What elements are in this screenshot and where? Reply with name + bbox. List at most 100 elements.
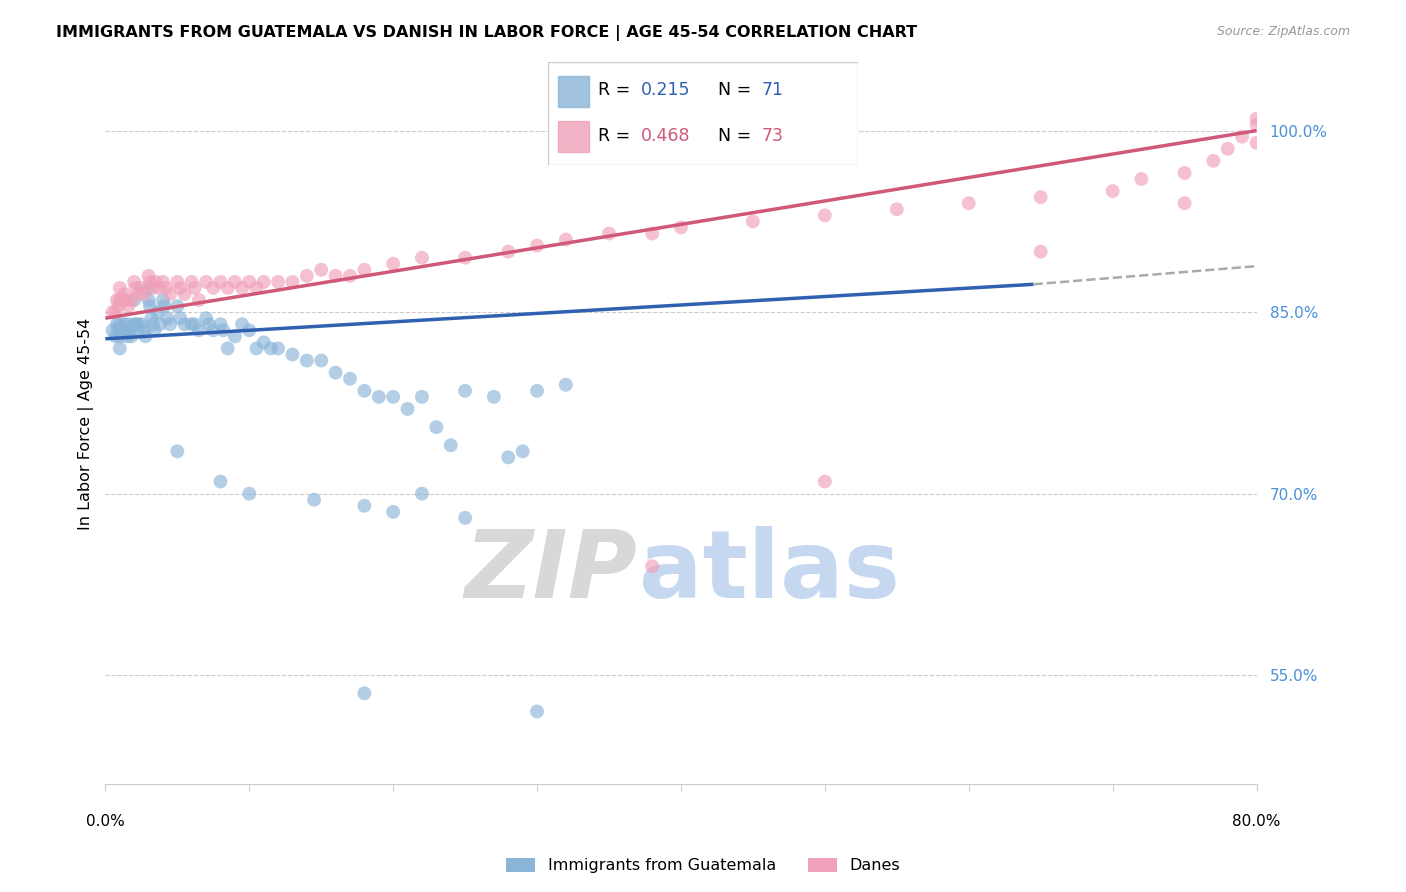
Point xyxy=(104,305,127,319)
Point xyxy=(139,299,162,313)
Point xyxy=(253,335,276,350)
Point xyxy=(122,293,145,307)
Point xyxy=(554,377,576,392)
Point xyxy=(267,342,290,356)
Point xyxy=(152,293,174,307)
Point xyxy=(1174,166,1197,180)
Text: 0.215: 0.215 xyxy=(641,81,690,99)
Point xyxy=(231,281,253,295)
Point xyxy=(166,444,188,458)
Point xyxy=(139,275,162,289)
Point xyxy=(173,317,195,331)
Point xyxy=(117,299,139,313)
Point xyxy=(159,287,181,301)
Point xyxy=(142,281,165,295)
Point xyxy=(187,293,209,307)
Point xyxy=(641,227,664,241)
Point xyxy=(669,220,692,235)
Point xyxy=(1230,129,1253,144)
Point xyxy=(145,275,167,289)
Text: N =: N = xyxy=(718,81,758,99)
Point xyxy=(155,281,177,295)
Point xyxy=(411,486,433,500)
Point xyxy=(187,323,209,337)
Point xyxy=(396,401,419,416)
Point xyxy=(131,281,153,295)
Point xyxy=(641,559,664,574)
Point xyxy=(108,317,131,331)
Point xyxy=(1029,244,1052,259)
Point xyxy=(1174,196,1197,211)
Point xyxy=(122,275,145,289)
Point xyxy=(886,202,908,217)
Point xyxy=(454,251,477,265)
Point xyxy=(114,323,136,337)
Legend: Immigrants from Guatemala, Danes: Immigrants from Guatemala, Danes xyxy=(499,851,907,880)
Point xyxy=(260,342,283,356)
Point xyxy=(131,317,153,331)
Point xyxy=(454,384,477,398)
Point xyxy=(238,275,260,289)
Point xyxy=(112,287,135,301)
Point xyxy=(814,475,837,489)
Point xyxy=(111,323,134,337)
Point xyxy=(169,311,191,326)
Point xyxy=(1029,190,1052,204)
Point xyxy=(107,323,129,337)
Point xyxy=(111,293,134,307)
Point xyxy=(598,227,620,241)
Point xyxy=(180,317,202,331)
Point xyxy=(166,275,188,289)
FancyBboxPatch shape xyxy=(548,62,858,165)
Point xyxy=(482,390,505,404)
Point xyxy=(124,281,146,295)
Point xyxy=(108,281,131,295)
Point xyxy=(526,705,548,719)
Point xyxy=(353,686,375,700)
Point xyxy=(138,281,160,295)
Point xyxy=(153,299,176,313)
Point xyxy=(183,281,205,295)
Point xyxy=(120,329,142,343)
Point xyxy=(253,275,276,289)
Point xyxy=(107,299,129,313)
Point xyxy=(1202,153,1225,168)
Point xyxy=(120,293,142,307)
Point xyxy=(411,251,433,265)
Point xyxy=(454,511,477,525)
Point xyxy=(440,438,463,452)
Point xyxy=(195,275,218,289)
Point xyxy=(302,492,325,507)
Text: 80.0%: 80.0% xyxy=(1232,814,1281,830)
Point xyxy=(367,390,389,404)
Point xyxy=(741,214,763,228)
Point xyxy=(156,311,179,326)
Point xyxy=(1246,136,1268,150)
Point xyxy=(224,329,246,343)
Point xyxy=(267,275,290,289)
Text: 0.468: 0.468 xyxy=(641,128,690,145)
Point xyxy=(115,329,138,343)
Point xyxy=(152,275,174,289)
Point xyxy=(143,323,166,337)
Point xyxy=(309,353,332,368)
Point xyxy=(212,323,235,337)
Y-axis label: In Labor Force | Age 45-54: In Labor Force | Age 45-54 xyxy=(79,318,94,530)
Point xyxy=(112,317,135,331)
Point xyxy=(101,323,124,337)
Text: Source: ZipAtlas.com: Source: ZipAtlas.com xyxy=(1216,25,1350,38)
Point xyxy=(169,281,191,295)
Point xyxy=(1246,112,1268,126)
Point xyxy=(134,287,156,301)
Point xyxy=(245,342,267,356)
Point xyxy=(325,366,347,380)
Point xyxy=(209,275,232,289)
Point xyxy=(122,317,145,331)
FancyBboxPatch shape xyxy=(558,76,589,106)
Point xyxy=(149,317,172,331)
Point xyxy=(118,323,141,337)
Point xyxy=(142,317,165,331)
Point xyxy=(245,281,267,295)
Point xyxy=(202,281,225,295)
Point xyxy=(957,196,980,211)
